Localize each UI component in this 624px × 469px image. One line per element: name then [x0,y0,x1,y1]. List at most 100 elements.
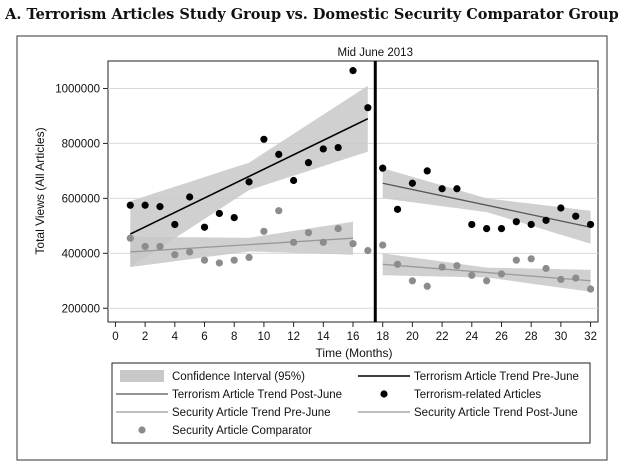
legend-label: Terrorism Article Trend Pre-June [414,371,579,383]
outer-frame [16,35,608,461]
security-point [319,238,327,246]
security-point [364,246,372,255]
security-point [290,238,298,246]
trend-line [130,237,354,253]
legend-swatch [120,370,164,382]
terror-point [215,209,223,218]
security-point [483,277,491,285]
terror-point [349,67,357,75]
terror-point [572,212,580,220]
x-tick-label: 12 [287,331,300,343]
legend-label: Security Article Comparator [172,425,312,437]
legend-box [111,362,591,444]
terror-point [468,220,476,229]
terror-point [542,216,550,224]
confidence-band [130,221,353,268]
terror-point [379,164,387,172]
security-point [393,260,402,268]
terror-point [393,205,402,213]
terror-point [408,179,416,187]
terror-point [512,218,520,226]
security-point [379,241,387,249]
security-point [512,256,520,264]
terror-point [245,178,253,186]
legend-swatch [138,426,146,434]
y-axis-label: Total Views (All Articles) [33,127,47,254]
security-point [156,242,164,251]
terror-point [438,185,446,193]
y-tick-label: 600000 [62,193,100,205]
legend-label: Terrorism Article Trend Post-June [172,389,342,401]
security-point [141,242,149,251]
x-tick-label: 32 [584,331,597,343]
legend: Confidence Interval (95%) Terrorism Artic… [111,362,591,444]
terror-point [586,220,595,229]
annotation-label: Mid June 2013 [338,47,413,59]
terror-point [141,201,149,209]
y-tick-label: 400000 [62,248,100,260]
security-point [453,262,461,270]
y-tick-label: 800000 [62,138,100,150]
security-point [215,259,223,267]
security-point [186,248,194,256]
terror-point [260,135,268,143]
legend-label: Security Article Trend Post-June [414,407,578,419]
terror-point [557,204,565,212]
terror-point [453,185,461,193]
chart-title: A. Terrorism Articles Study Group vs. Do… [5,6,619,23]
security-point [334,224,342,233]
x-axis-label: Time (Months) [316,346,393,360]
terror-point [334,143,342,152]
terror-point [171,220,179,229]
security-point [423,282,431,290]
x-tick-label: 20 [406,331,419,343]
security-point [275,207,283,215]
terror-point [275,150,283,159]
x-tick-label: 28 [525,331,538,343]
x-tick-label: 26 [495,331,508,343]
terror-point [304,159,313,167]
terror-point [497,224,506,233]
security-point [245,253,253,262]
legend-label: Terrorism-related Articles [414,389,541,401]
legend-label: Security Article Trend Pre-June [172,407,331,419]
y-tick-label: 200000 [62,303,100,315]
security-point [572,274,580,282]
x-tick-label: 16 [347,331,360,343]
x-tick-label: 22 [436,331,449,343]
terror-point [364,104,372,112]
security-point [126,234,134,242]
security-point [200,256,209,264]
x-tick-label: 6 [201,331,207,343]
security-point [527,255,535,263]
security-point [304,229,313,237]
legend-swatch [380,390,388,398]
security-point [230,256,238,264]
x-tick-label: 4 [172,331,179,343]
security-point [557,275,565,284]
security-point [438,263,446,271]
trend-line [382,263,591,282]
x-tick-label: 8 [231,331,237,343]
terror-point [186,193,194,201]
y-tick-label: 1000000 [55,83,100,95]
security-point [171,251,179,259]
security-point [497,270,506,278]
terror-point [527,220,535,229]
trend-line [129,117,369,235]
security-point [586,285,595,293]
terror-point [230,214,238,222]
terror-point [319,145,327,153]
terror-point [483,224,491,233]
security-point [349,240,357,248]
x-tick-label: 10 [258,331,271,343]
x-tick-label: 14 [317,331,330,343]
trend-line [382,182,591,228]
x-tick-label: 18 [376,331,389,343]
terror-point [126,201,134,209]
terror-point [423,167,431,175]
security-point [408,277,416,285]
x-tick-label: 0 [112,331,118,343]
